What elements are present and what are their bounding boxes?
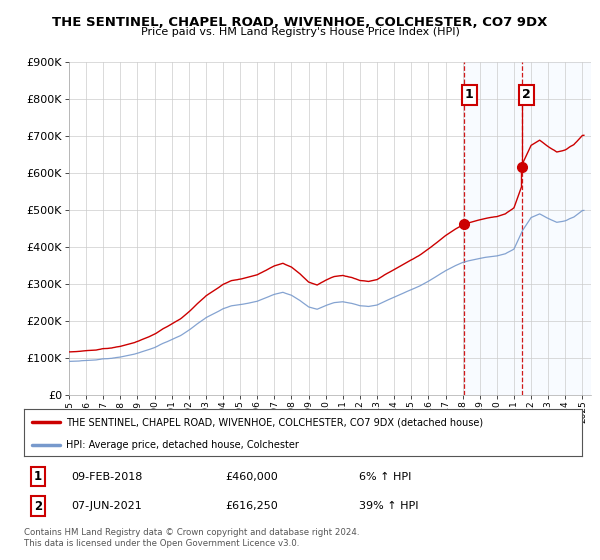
Text: 39% ↑ HPI: 39% ↑ HPI [359,501,418,511]
Text: This data is licensed under the Open Government Licence v3.0.: This data is licensed under the Open Gov… [24,539,299,548]
Text: 1: 1 [465,88,473,101]
Text: £616,250: £616,250 [225,501,278,511]
Text: Price paid vs. HM Land Registry's House Price Index (HPI): Price paid vs. HM Land Registry's House … [140,27,460,37]
Text: 2: 2 [522,88,531,101]
Text: THE SENTINEL, CHAPEL ROAD, WIVENHOE, COLCHESTER, CO7 9DX: THE SENTINEL, CHAPEL ROAD, WIVENHOE, COL… [52,16,548,29]
Text: THE SENTINEL, CHAPEL ROAD, WIVENHOE, COLCHESTER, CO7 9DX (detached house): THE SENTINEL, CHAPEL ROAD, WIVENHOE, COL… [66,417,483,427]
Text: Contains HM Land Registry data © Crown copyright and database right 2024.: Contains HM Land Registry data © Crown c… [24,528,359,536]
Bar [464,62,591,395]
Text: 6% ↑ HPI: 6% ↑ HPI [359,472,411,482]
Text: 09-FEB-2018: 09-FEB-2018 [71,472,143,482]
Text: £460,000: £460,000 [225,472,278,482]
Text: 1: 1 [34,470,42,483]
Text: HPI: Average price, detached house, Colchester: HPI: Average price, detached house, Colc… [66,440,299,450]
Text: 07-JUN-2021: 07-JUN-2021 [71,501,142,511]
Text: 2: 2 [34,500,42,513]
